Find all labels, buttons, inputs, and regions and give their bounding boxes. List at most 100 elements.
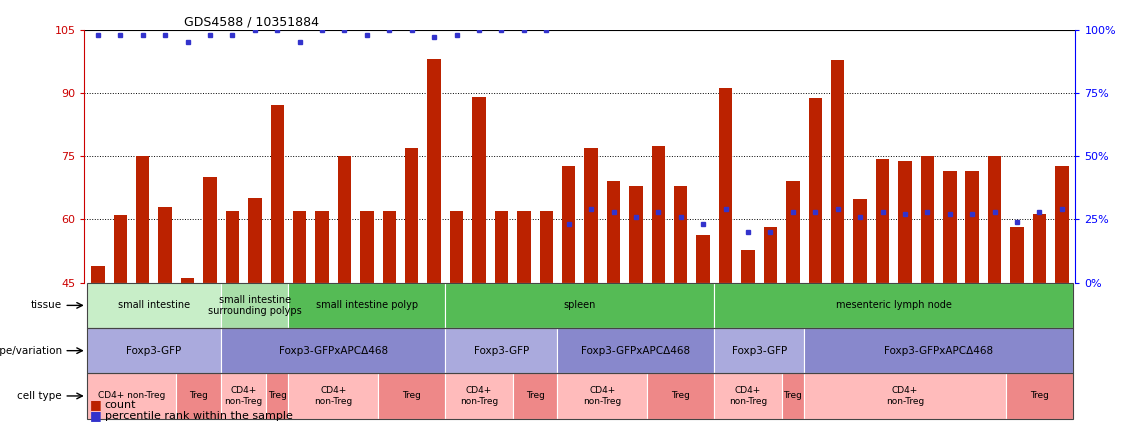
Bar — [652, 146, 665, 283]
Bar — [557, 328, 714, 373]
Bar — [248, 198, 261, 283]
Bar — [831, 60, 844, 283]
Bar — [804, 373, 1006, 419]
Text: small intestine polyp: small intestine polyp — [316, 300, 418, 310]
Bar — [87, 328, 221, 373]
Text: CD4+
non-Treg: CD4+ non-Treg — [729, 386, 767, 406]
Bar — [136, 156, 150, 283]
Bar — [944, 171, 956, 283]
Bar — [714, 373, 781, 419]
Bar — [714, 328, 804, 373]
Bar — [288, 373, 378, 419]
Text: CD4+ non-Treg: CD4+ non-Treg — [98, 391, 166, 401]
Bar — [494, 211, 508, 283]
Bar — [91, 266, 105, 283]
Bar — [718, 88, 732, 283]
Bar — [181, 278, 195, 283]
Text: CD4+
non-Treg: CD4+ non-Treg — [459, 386, 498, 406]
Bar — [159, 207, 172, 283]
Bar — [786, 181, 799, 283]
Text: count: count — [105, 400, 136, 410]
Bar — [557, 373, 647, 419]
Bar — [446, 283, 714, 328]
Text: Treg: Treg — [671, 391, 690, 401]
Bar — [378, 373, 446, 419]
Bar — [450, 211, 463, 283]
Bar — [562, 166, 575, 283]
Bar — [763, 227, 777, 283]
Bar — [854, 199, 867, 283]
Bar — [921, 156, 935, 283]
Bar — [899, 161, 912, 283]
Text: GDS4588 / 10351884: GDS4588 / 10351884 — [184, 16, 319, 28]
Bar — [808, 98, 822, 283]
Bar — [517, 211, 530, 283]
Text: CD4+
non-Treg: CD4+ non-Treg — [224, 386, 262, 406]
Bar — [647, 373, 714, 419]
Bar — [405, 148, 419, 283]
Text: Foxp3-GFP: Foxp3-GFP — [474, 346, 529, 356]
Text: CD4+
non-Treg: CD4+ non-Treg — [886, 386, 924, 406]
Bar — [270, 105, 284, 283]
Text: Treg: Treg — [402, 391, 421, 401]
Bar — [87, 328, 1073, 373]
Text: Treg: Treg — [268, 391, 287, 401]
Bar — [87, 283, 1073, 328]
Text: CD4+
non-Treg: CD4+ non-Treg — [314, 386, 352, 406]
Bar — [781, 373, 804, 419]
Text: percentile rank within the sample: percentile rank within the sample — [105, 411, 293, 421]
Text: spleen: spleen — [564, 300, 596, 310]
Bar — [221, 373, 266, 419]
Bar — [383, 211, 396, 283]
Text: Foxp3-GFPxAPCΔ468: Foxp3-GFPxAPCΔ468 — [884, 346, 993, 356]
Text: Foxp3-GFPxAPCΔ468: Foxp3-GFPxAPCΔ468 — [581, 346, 690, 356]
Bar — [714, 283, 1073, 328]
Bar — [87, 373, 177, 419]
Bar — [114, 215, 127, 283]
Bar — [1010, 227, 1024, 283]
Text: small intestine
surrounding polyps: small intestine surrounding polyps — [208, 294, 302, 316]
Bar — [988, 156, 1001, 283]
Bar — [697, 234, 709, 283]
Bar — [225, 211, 239, 283]
Bar — [221, 283, 288, 328]
Bar — [965, 171, 978, 283]
Text: Treg: Treg — [189, 391, 208, 401]
Text: CD4+
non-Treg: CD4+ non-Treg — [583, 386, 622, 406]
Bar — [360, 211, 374, 283]
Bar — [472, 97, 485, 283]
Text: Foxp3-GFP: Foxp3-GFP — [732, 346, 787, 356]
Bar — [204, 177, 216, 283]
Text: cell type: cell type — [17, 391, 62, 401]
Bar — [177, 373, 221, 419]
Bar — [266, 373, 288, 419]
Bar — [315, 211, 329, 283]
Text: Treg: Treg — [526, 391, 545, 401]
Text: small intestine: small intestine — [118, 300, 190, 310]
Bar — [584, 148, 598, 283]
Text: mesenteric lymph node: mesenteric lymph node — [835, 300, 951, 310]
Bar — [512, 373, 557, 419]
Bar — [674, 187, 688, 283]
Bar — [741, 250, 754, 283]
Bar — [539, 211, 553, 283]
Bar — [293, 211, 306, 283]
Bar — [1055, 166, 1069, 283]
Text: Treg: Treg — [784, 391, 803, 401]
Bar — [87, 283, 221, 328]
Text: ■: ■ — [90, 398, 101, 411]
Text: ■: ■ — [90, 409, 101, 422]
Text: Treg: Treg — [1030, 391, 1049, 401]
Bar — [87, 373, 1073, 419]
Bar — [1033, 214, 1046, 283]
Bar — [446, 328, 557, 373]
Bar — [804, 328, 1073, 373]
Bar — [1006, 373, 1073, 419]
Text: genotype/variation: genotype/variation — [0, 346, 62, 356]
Bar — [629, 187, 643, 283]
Bar — [288, 283, 446, 328]
Bar — [876, 159, 890, 283]
Bar — [338, 156, 351, 283]
Bar — [446, 373, 512, 419]
Text: Foxp3-GFP: Foxp3-GFP — [126, 346, 181, 356]
